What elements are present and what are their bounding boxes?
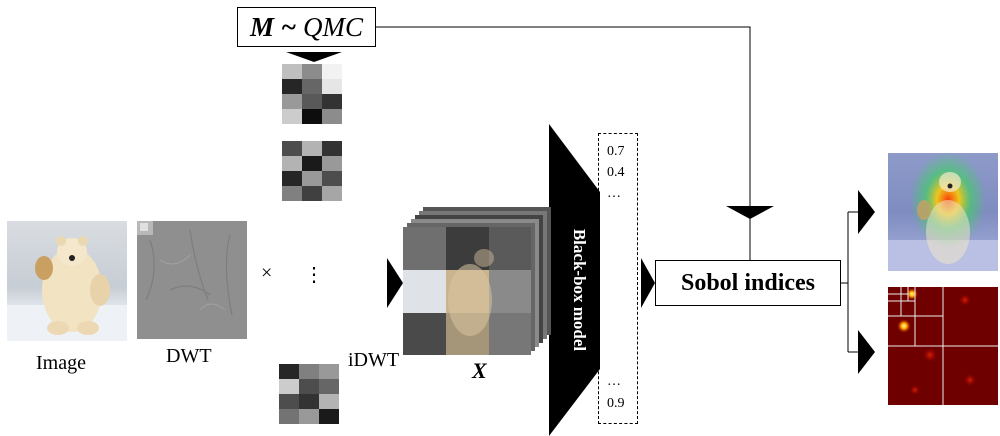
score-value: 0.7 — [607, 144, 625, 159]
qmc-sampler-box: M ~ QMC — [237, 7, 376, 47]
mask-cell — [302, 64, 322, 79]
score-vector: 0.7 0.4 … … 0.9 — [598, 133, 638, 424]
score-value: 0.4 — [607, 165, 625, 180]
mask-cell — [322, 186, 342, 201]
mask-cell — [322, 64, 342, 79]
mask-cell — [282, 109, 302, 124]
sobol-input-arrow-head — [726, 206, 774, 219]
mask-cell — [279, 394, 299, 409]
tilde-symbol: ~ — [274, 11, 303, 42]
sobol-heatmap — [888, 287, 998, 405]
mask-cell — [302, 141, 322, 156]
mask-cell — [279, 409, 299, 424]
mask-cell — [282, 156, 302, 171]
input-image — [7, 221, 127, 341]
mask-cell — [279, 379, 299, 394]
qmc-masks — [279, 64, 342, 424]
mask-cell — [302, 94, 322, 109]
image-label: Image — [36, 352, 86, 374]
right-arrow-to-cube — [387, 258, 403, 308]
mask-symbol: M — [250, 11, 275, 42]
mask-cell — [279, 364, 299, 379]
vertical-ellipsis: ⋮ — [304, 264, 324, 286]
mask-cell — [322, 141, 342, 156]
score-ellipsis: … — [607, 186, 621, 201]
mask-cell — [282, 64, 302, 79]
black-box-label: Black-box model — [570, 228, 589, 352]
right-arrow-to-sobol — [641, 258, 655, 308]
mask-cell — [322, 156, 342, 171]
mask-cell — [299, 364, 319, 379]
mask-cell — [319, 394, 339, 409]
mask-grid — [279, 364, 339, 424]
mask-cell — [282, 186, 302, 201]
mask-cell — [319, 364, 339, 379]
dwt-label: DWT — [166, 345, 212, 367]
mask-cell — [319, 409, 339, 424]
right-arrow-to-saliency — [858, 190, 875, 234]
perturbed-stack — [403, 207, 551, 355]
mask-cell — [299, 379, 319, 394]
mask-cell — [282, 79, 302, 94]
mask-cell — [302, 186, 322, 201]
mask-grid — [282, 64, 342, 124]
dwt-image — [137, 221, 247, 339]
mask-cell — [299, 409, 319, 424]
saliency-overlay-image — [888, 152, 998, 271]
mask-cell — [302, 109, 322, 124]
x-label: X — [472, 358, 487, 383]
black-box-label-wrap: Black-box model — [567, 205, 591, 375]
sobol-indices-box: Sobol indices — [655, 260, 841, 306]
mask-cell — [299, 394, 319, 409]
mask-cell — [282, 171, 302, 186]
sobol-label: Sobol indices — [680, 269, 816, 296]
connectors — [376, 26, 858, 353]
mask-grid — [282, 141, 342, 201]
qmc-to-sobol-line — [376, 26, 751, 260]
down-arrow-head — [286, 52, 342, 62]
mask-cell — [302, 79, 322, 94]
idwt-label: iDWT — [348, 349, 400, 371]
mask-cell — [302, 171, 322, 186]
right-arrow-to-heatmap — [858, 330, 875, 374]
perturbed-front-image — [403, 227, 531, 355]
mask-cell — [282, 141, 302, 156]
mask-cell — [322, 109, 342, 124]
mask-cell — [322, 171, 342, 186]
score-value: 0.9 — [607, 396, 625, 411]
mask-cell — [302, 156, 322, 171]
black-box-model — [549, 124, 600, 436]
score-ellipsis: … — [607, 374, 621, 389]
mask-cell — [282, 94, 302, 109]
mask-cell — [322, 79, 342, 94]
qmc-label: QMC — [302, 11, 363, 42]
mask-cell — [322, 94, 342, 109]
times-symbol: × — [261, 262, 273, 284]
mask-cell — [319, 379, 339, 394]
